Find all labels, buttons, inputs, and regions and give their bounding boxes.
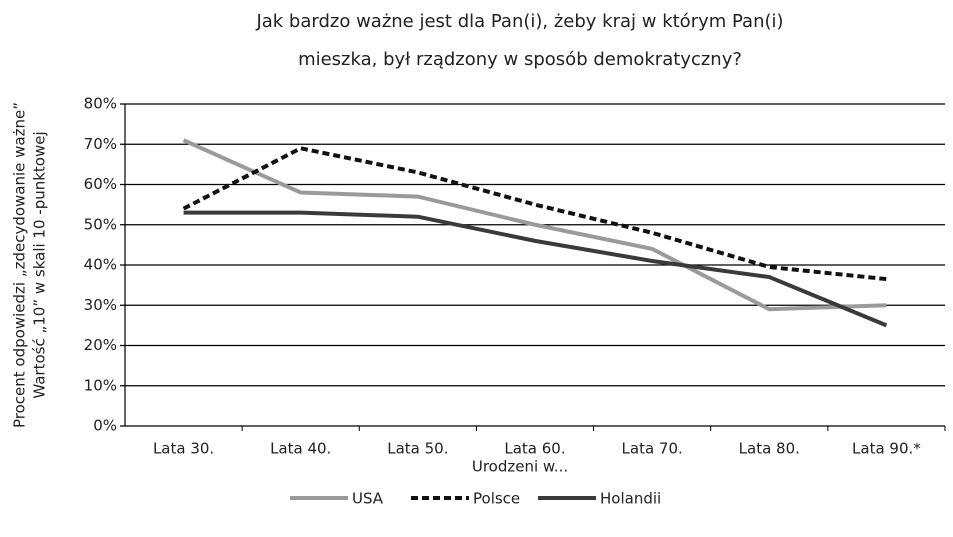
line-series xyxy=(183,210,888,328)
x-tick-label: Lata 80. xyxy=(739,440,800,458)
y-tick-label: 20% xyxy=(84,336,117,354)
y-tick-label: 50% xyxy=(84,215,117,233)
x-tick-label: Lata 50. xyxy=(387,440,448,458)
x-tick-label: Lata 60. xyxy=(504,440,565,458)
y-axis-label: Procent odpowiedzi „zdecydowanie ważne” xyxy=(11,102,29,428)
chart-title: mieszka, był rządzony w sposób demokraty… xyxy=(298,49,742,70)
y-tick-label: 40% xyxy=(84,256,117,274)
x-tick-label: Lata 90.* xyxy=(852,440,921,458)
y-tick-label: 60% xyxy=(84,175,117,193)
x-tick-label: Lata 70. xyxy=(622,440,683,458)
legend-label: Holandii xyxy=(600,490,661,508)
line-series xyxy=(182,138,887,312)
y-tick-label: 30% xyxy=(84,296,117,314)
legend-label: USA xyxy=(352,490,384,508)
legend-label: Polsce xyxy=(473,490,520,508)
chart-title: Jak bardzo ważne jest dla Pan(i), żeby k… xyxy=(255,11,783,32)
y-tick-label: 0% xyxy=(93,417,117,435)
x-axis-label: Urodzeni w... xyxy=(472,458,568,476)
x-tick-label: Lata 30. xyxy=(153,440,214,458)
y-tick-label: 70% xyxy=(84,135,117,153)
y-tick-label: 80% xyxy=(84,95,117,113)
x-tick-label: Lata 40. xyxy=(270,440,331,458)
y-tick-label: 10% xyxy=(84,376,117,394)
y-axis-label: Wartość „10” w skali 10 -punktowej xyxy=(31,131,49,398)
